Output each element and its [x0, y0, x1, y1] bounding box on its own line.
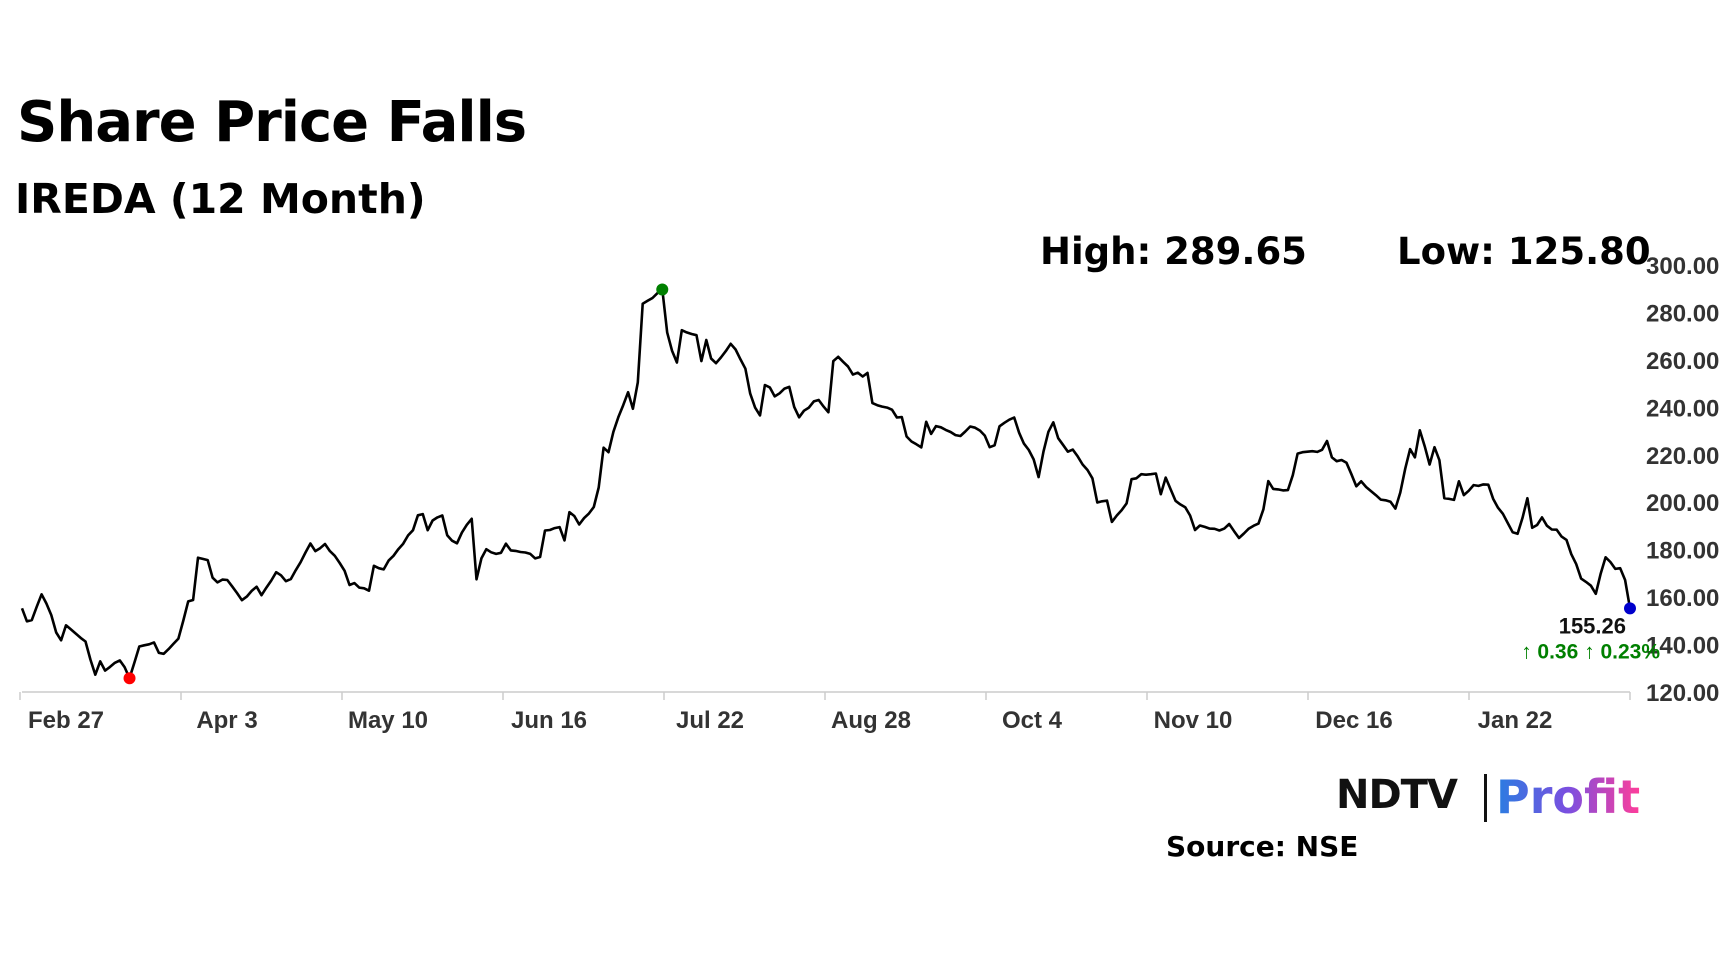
- y-tick-label: 120.00: [1646, 680, 1719, 707]
- y-tick-label: 180.00: [1646, 538, 1719, 565]
- y-tick-label: 240.00: [1646, 395, 1719, 422]
- x-tick-label: Dec 16: [1315, 707, 1392, 734]
- y-tick-label: 200.00: [1646, 490, 1719, 517]
- logo-divider: [1484, 774, 1487, 822]
- y-tick-label: 260.00: [1646, 348, 1719, 375]
- y-tick-label: 300.00: [1646, 253, 1719, 280]
- x-tick-label: Nov 10: [1154, 707, 1233, 734]
- x-tick-label: Oct 4: [1002, 707, 1063, 734]
- chart-subtitle: IREDA (12 Month): [15, 175, 426, 223]
- x-tick-label: Apr 3: [196, 707, 257, 734]
- source-label: Source: NSE: [1166, 830, 1359, 863]
- logo-ndtv-text: NDTV: [1336, 772, 1458, 818]
- y-tick-label: 220.00: [1646, 443, 1719, 470]
- x-tick-label: Aug 28: [831, 707, 911, 734]
- x-tick-label: Jul 22: [676, 707, 744, 734]
- high-marker: [656, 283, 669, 296]
- change-label: ↑ 0.36 ↑ 0.23%: [1521, 640, 1660, 663]
- y-tick-label: 160.00: [1646, 585, 1719, 612]
- x-tick-label: Feb 27: [28, 707, 104, 734]
- x-tick-label: May 10: [348, 707, 428, 734]
- low-label: Low: 125.80: [1397, 230, 1651, 273]
- y-tick-label: 280.00: [1646, 300, 1719, 327]
- x-tick-label: Jan 22: [1478, 707, 1553, 734]
- logo-profit-text: Profit: [1496, 770, 1641, 824]
- x-tick-label: Jun 16: [511, 707, 587, 734]
- chart-title: Share Price Falls: [17, 90, 527, 155]
- low-marker: [123, 672, 136, 685]
- y-tick-label: 140.00: [1646, 633, 1719, 660]
- last-marker: [1624, 602, 1636, 615]
- high-label: High: 289.65: [1040, 230, 1307, 273]
- price-line: [20, 288, 1632, 680]
- last-value-label: 155.26: [1559, 613, 1626, 638]
